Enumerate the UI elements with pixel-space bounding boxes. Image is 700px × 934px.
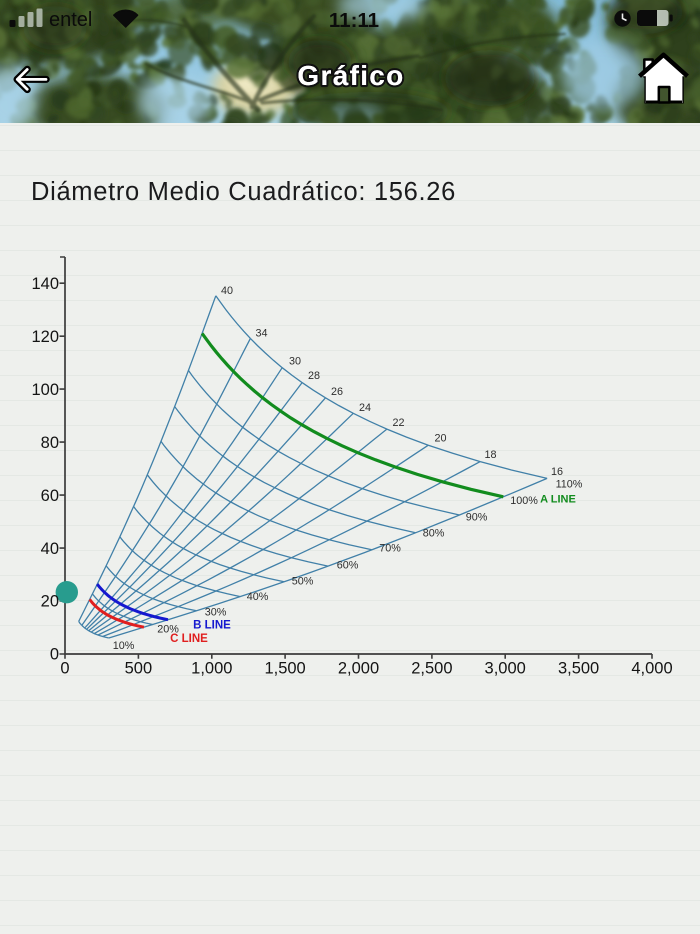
svg-text:3,500: 3,500 [558, 660, 599, 678]
svg-text:0: 0 [60, 660, 69, 678]
svg-text:40: 40 [221, 285, 233, 297]
svg-text:80%: 80% [423, 527, 445, 539]
svg-text:30: 30 [289, 355, 301, 367]
svg-text:20: 20 [434, 432, 446, 444]
svg-text:20%: 20% [157, 623, 179, 635]
svg-text:20: 20 [41, 593, 59, 611]
svg-text:60: 60 [41, 487, 59, 505]
svg-text:50%: 50% [292, 575, 314, 587]
svg-text:34: 34 [255, 327, 267, 339]
svg-text:140: 140 [31, 275, 59, 293]
svg-text:18: 18 [484, 449, 496, 461]
svg-text:100%: 100% [510, 495, 538, 507]
svg-text:Gráfico: Gráfico [297, 60, 404, 91]
svg-text:100: 100 [31, 381, 59, 399]
svg-text:80: 80 [41, 434, 59, 452]
svg-text:10%: 10% [113, 640, 135, 652]
svg-text:500: 500 [125, 660, 153, 678]
svg-text:28: 28 [308, 370, 320, 382]
svg-text:30%: 30% [205, 606, 227, 618]
svg-text:Gráfico: Gráfico [297, 60, 404, 91]
svg-text:11:11: 11:11 [329, 9, 379, 32]
svg-text:1,000: 1,000 [191, 660, 232, 678]
svg-text:2,000: 2,000 [338, 660, 379, 678]
svg-text:22: 22 [392, 417, 404, 429]
svg-text:90%: 90% [466, 511, 488, 523]
svg-text:3,000: 3,000 [485, 660, 526, 678]
svg-text:A LINE: A LINE [540, 494, 576, 506]
svg-text:1,500: 1,500 [264, 660, 305, 678]
svg-text:2,500: 2,500 [411, 660, 452, 678]
svg-text:120: 120 [31, 328, 59, 346]
svg-text:60%: 60% [337, 559, 359, 571]
svg-text:C LINE: C LINE [170, 633, 208, 645]
svg-text:4,000: 4,000 [631, 660, 672, 678]
svg-text:70%: 70% [379, 542, 401, 554]
svg-text:24: 24 [359, 402, 371, 414]
svg-text:entel: entel [49, 9, 92, 31]
svg-text:40%: 40% [247, 591, 269, 603]
svg-text:0: 0 [50, 646, 59, 664]
svg-text:26: 26 [331, 386, 343, 398]
svg-text:40: 40 [41, 540, 59, 558]
svg-text:110%: 110% [556, 478, 583, 490]
svg-text:16: 16 [551, 466, 563, 478]
svg-text:B LINE: B LINE [193, 620, 231, 632]
